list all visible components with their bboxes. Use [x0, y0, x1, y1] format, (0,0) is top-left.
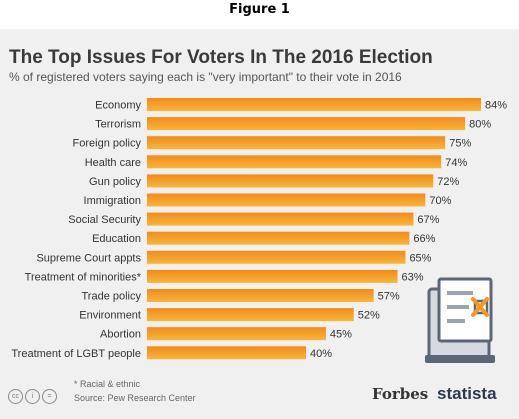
value-label: 74% [445, 157, 467, 169]
statista-logo: statista [437, 384, 497, 403]
value-label: 80% [469, 119, 491, 131]
bar [147, 327, 326, 341]
value-label: 67% [417, 214, 439, 226]
bar [147, 250, 406, 264]
figure-caption: Figure 1 [229, 2, 290, 17]
no-derivatives-icon: = [42, 389, 57, 404]
category-label: Treatment of minorities* [25, 271, 142, 283]
creative-commons-icon: cc [8, 389, 23, 404]
value-label: 66% [413, 233, 435, 245]
bar [147, 308, 354, 322]
category-label: Social Security [68, 214, 141, 226]
bar [147, 174, 434, 188]
value-label: 65% [409, 252, 431, 264]
value-label: 57% [378, 291, 400, 303]
bar [147, 231, 410, 245]
value-label: 52% [358, 310, 380, 322]
chart-subtitle: % of registered voters saying each is "v… [9, 70, 402, 84]
category-label: Gun policy [89, 176, 141, 188]
value-label: 72% [437, 176, 459, 188]
category-label: Trade policy [81, 291, 141, 303]
source-text: Source: Pew Research Center [74, 393, 196, 403]
value-label: 63% [402, 271, 424, 283]
bar [147, 193, 426, 207]
attribution-icon: i [25, 389, 40, 404]
bar [147, 212, 414, 226]
category-label: Economy [95, 100, 141, 112]
forbes-logo: Forbes [372, 385, 429, 403]
value-label: 70% [429, 195, 451, 207]
license-icons: cc i = [8, 385, 59, 404]
bar [147, 98, 481, 111]
footnote: * Racial & ethnic [74, 379, 141, 389]
value-label: 45% [330, 329, 352, 341]
value-label: 40% [310, 348, 332, 360]
bar [147, 117, 466, 131]
bar [147, 269, 398, 283]
category-label: Abortion [100, 329, 141, 341]
category-label: Supreme Court appts [36, 252, 141, 264]
category-label: Immigration [84, 195, 141, 207]
category-label: Health care [85, 157, 141, 169]
category-label: Environment [79, 310, 141, 322]
category-label: Foreign policy [73, 138, 142, 150]
ballot-icon [423, 275, 501, 372]
bar [147, 136, 446, 150]
chart-card: The Top Issues For Voters In The 2016 El… [0, 29, 519, 419]
category-label: Education [92, 233, 141, 245]
category-label: Terrorism [95, 119, 141, 131]
bar [147, 155, 442, 169]
bar [147, 289, 374, 302]
category-label: Treatment of LGBT people [11, 348, 141, 360]
chart-title: The Top Issues For Voters In The 2016 El… [9, 47, 433, 68]
value-label: 75% [449, 138, 471, 150]
value-label: 84% [485, 100, 507, 112]
bar-chart: Economy 84% Terrorism 80% Foreign policy 75% H… [11, 98, 507, 360]
bar [147, 346, 307, 360]
